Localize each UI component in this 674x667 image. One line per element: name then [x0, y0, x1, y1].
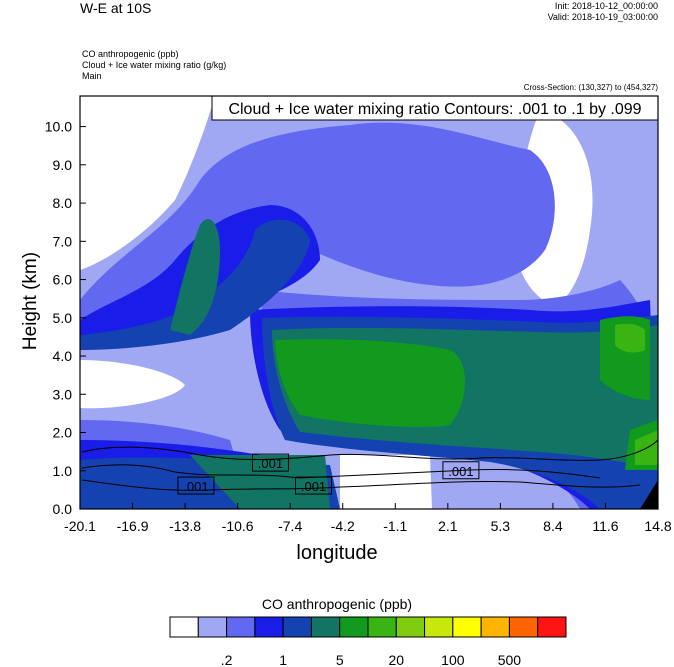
contour-label-layer: .001 .001 .001 .001: [177, 453, 480, 495]
cloud-contour-1: [81, 439, 659, 461]
x-tick-label: -13.8: [169, 518, 201, 534]
colorbar-swatch: [226, 616, 256, 638]
x-tick-label: 8.4: [543, 518, 563, 534]
colorbar-tick-label: 1: [279, 652, 287, 667]
co-fill-level-5-column: [170, 219, 220, 335]
co-fill-white-surface: [340, 455, 432, 509]
contour-title-box: [211, 95, 659, 121]
colorbar-swatch: [282, 616, 312, 638]
co-fill-level-7-b: [635, 430, 658, 465]
colorbar: .2 1 5 20 100 500: [169, 616, 567, 667]
x-tick-label: -20.1: [64, 518, 96, 534]
colorbar-swatch: [508, 616, 539, 638]
y-tick-label: 5.0: [53, 310, 73, 326]
x-tick-label: -7.4: [278, 518, 302, 534]
x-axis-label: longitude: [296, 542, 378, 564]
valid-time: Valid: 2018-10-19_03:00:00: [547, 12, 658, 22]
y-tick-label: 8.0: [53, 195, 73, 211]
axis-layer: -20.1 -16.9 -13.8 -10.6 -7.4 -4.2 -1.1 2.1 5.3 8.…: [45, 119, 672, 534]
x-tick-label: -16.9: [117, 518, 149, 534]
colorbar-swatch: [339, 616, 369, 638]
co-fill-level-5-low: [190, 455, 330, 509]
y-tick-label: 7.0: [53, 233, 73, 249]
contour-label: .001: [301, 479, 326, 494]
y-tick-label: 2.0: [53, 425, 73, 441]
x-tick-label: 5.3: [491, 518, 511, 534]
subtitle-field-2: Cloud + Ice water mixing ratio (g/kg): [82, 60, 227, 70]
colorbar-swatch: [480, 616, 510, 638]
colorbar-title: CO anthropogenic (ppb): [261, 596, 413, 612]
filled-contour-field: [80, 96, 658, 509]
y-tick-label: 6.0: [53, 272, 73, 288]
co-fill-level-6-a: [275, 339, 465, 427]
x-tick-label: -4.2: [331, 518, 355, 534]
y-tick-label: 4.0: [53, 348, 73, 364]
colorbar-swatch: [367, 616, 397, 638]
colorbar-tick-label: 500: [498, 652, 522, 667]
x-tick-label: 11.6: [592, 518, 618, 534]
contour-label-box: [251, 453, 289, 472]
cloud-contour-3: [81, 479, 641, 491]
plot-frame: [79, 95, 659, 510]
terrain: [640, 480, 658, 509]
contour-label-box: [442, 461, 480, 480]
y-tick-label: 1.0: [53, 463, 73, 479]
colorbar-swatch: [169, 616, 199, 638]
cross-section-label: Cross-Section: (130,327) to (454,327): [523, 83, 658, 92]
contour-label-box: [177, 476, 215, 495]
co-fill-white-upper-left: [80, 96, 215, 270]
y-tick-label: 10.0: [45, 119, 72, 135]
co-fill-level-4-upper: [80, 219, 310, 350]
colorbar-swatch: [254, 616, 284, 638]
colorbar-swatch: [452, 616, 482, 638]
colorbar-tick-label: 100: [441, 652, 465, 667]
y-tick-label: 3.0: [53, 386, 73, 402]
contour-label: .001: [183, 479, 208, 494]
colorbar-swatch: [537, 616, 567, 638]
colorbar-swatch: [424, 616, 454, 638]
y-tick-label: 9.0: [53, 157, 73, 173]
co-fill-level-7-a: [615, 323, 645, 353]
x-tick-label: 2.1: [438, 518, 458, 534]
init-time: Init: 2018-10-12_00:00:00: [554, 1, 658, 11]
colorbar-swatch: [197, 616, 228, 638]
contour-label: .001: [448, 464, 473, 479]
x-tick-label: -1.1: [383, 518, 407, 534]
colorbar-tick-label: 5: [336, 652, 344, 667]
y-tick-label: 0.0: [53, 501, 73, 517]
contour-label: .001: [258, 456, 283, 471]
subtitle-field-1: CO anthropogenic (ppb): [82, 49, 179, 59]
contour-title: Cloud + Ice water mixing ratio Contours:…: [228, 101, 641, 118]
colorbar-tick-label: .2: [221, 652, 233, 667]
chart-title: W-E at 10S: [80, 0, 152, 16]
subtitle-field-3: Main: [82, 71, 102, 81]
colorbar-tick-label: 20: [388, 652, 404, 667]
x-tick-label: -10.6: [222, 518, 254, 534]
contour-label-box: [295, 476, 333, 495]
colorbar-swatch: [310, 616, 341, 638]
co-fill-white-left: [80, 360, 185, 409]
x-tick-label: 14.8: [644, 518, 671, 534]
colorbar-swatch: [395, 616, 426, 638]
